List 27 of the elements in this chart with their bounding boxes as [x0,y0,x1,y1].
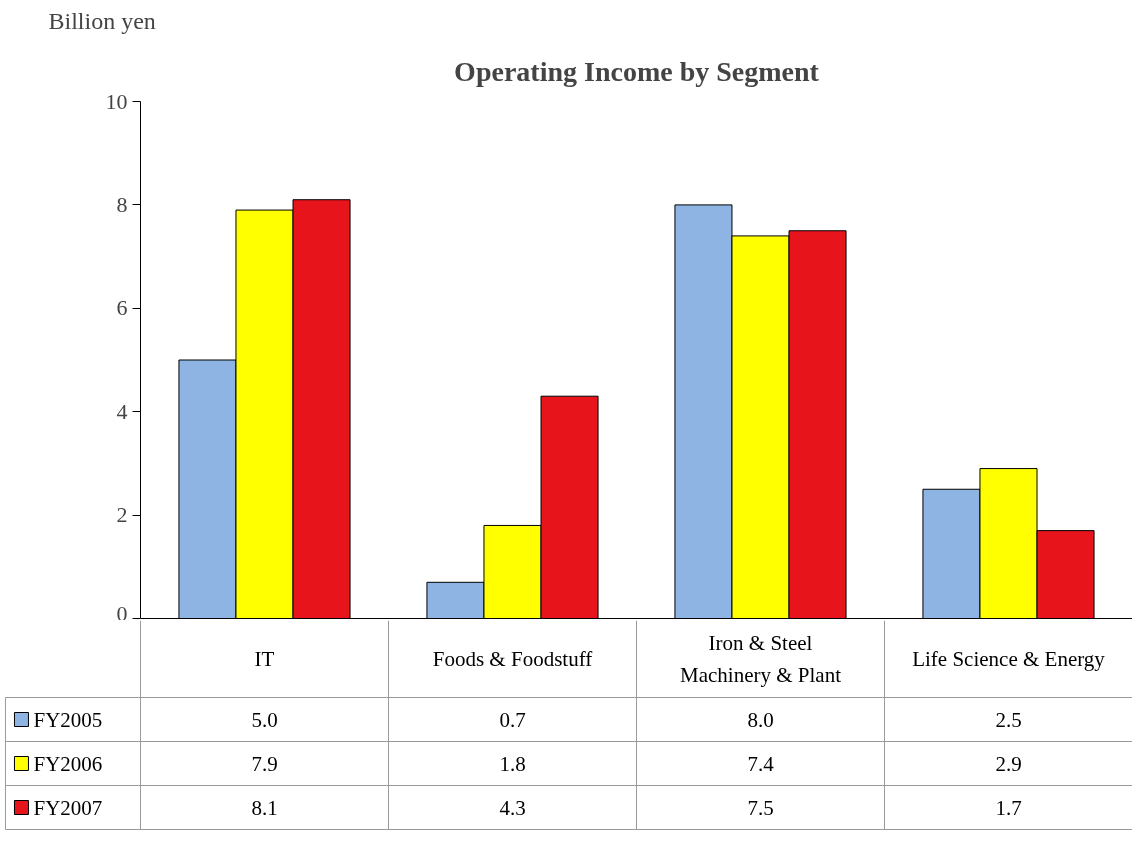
y-tick-label: 8 [116,191,128,217]
chart-title: Operating Income by Segment [454,55,820,87]
data-label: 7.5 [747,795,774,820]
data-label: 2.5 [995,707,1022,732]
data-label: 7.4 [747,751,775,776]
x-tick-label: Life Science & Energy [912,647,1106,671]
x-tick-label: Foods & Foodstuff [432,647,593,671]
y-tick-label: 2 [116,502,128,528]
data-label: 1.8 [499,751,526,776]
legend-label: FY2007 [33,795,103,820]
y-tick-label: 10 [105,88,128,114]
data-label: 2.9 [995,751,1022,776]
legend-label: FY2005 [33,707,103,732]
y-tick-label: 4 [116,398,128,424]
data-label: 0.7 [499,707,526,732]
data-label: 4.3 [499,795,526,820]
data-label: 1.7 [995,795,1022,820]
y-tick-label: 6 [116,295,128,321]
legend-label: FY2006 [33,751,103,776]
data-label: 8.0 [747,707,774,732]
data-label: 8.1 [251,795,278,820]
y-tick-label: 0 [116,600,128,626]
x-tick-label: IT [254,647,275,671]
x-tick-label: Iron & Steel Machinery & Plant [680,631,842,687]
data-label: 7.9 [251,751,278,776]
data-label: 5.0 [251,707,278,732]
y-axis-title: Billion yen [48,7,156,34]
